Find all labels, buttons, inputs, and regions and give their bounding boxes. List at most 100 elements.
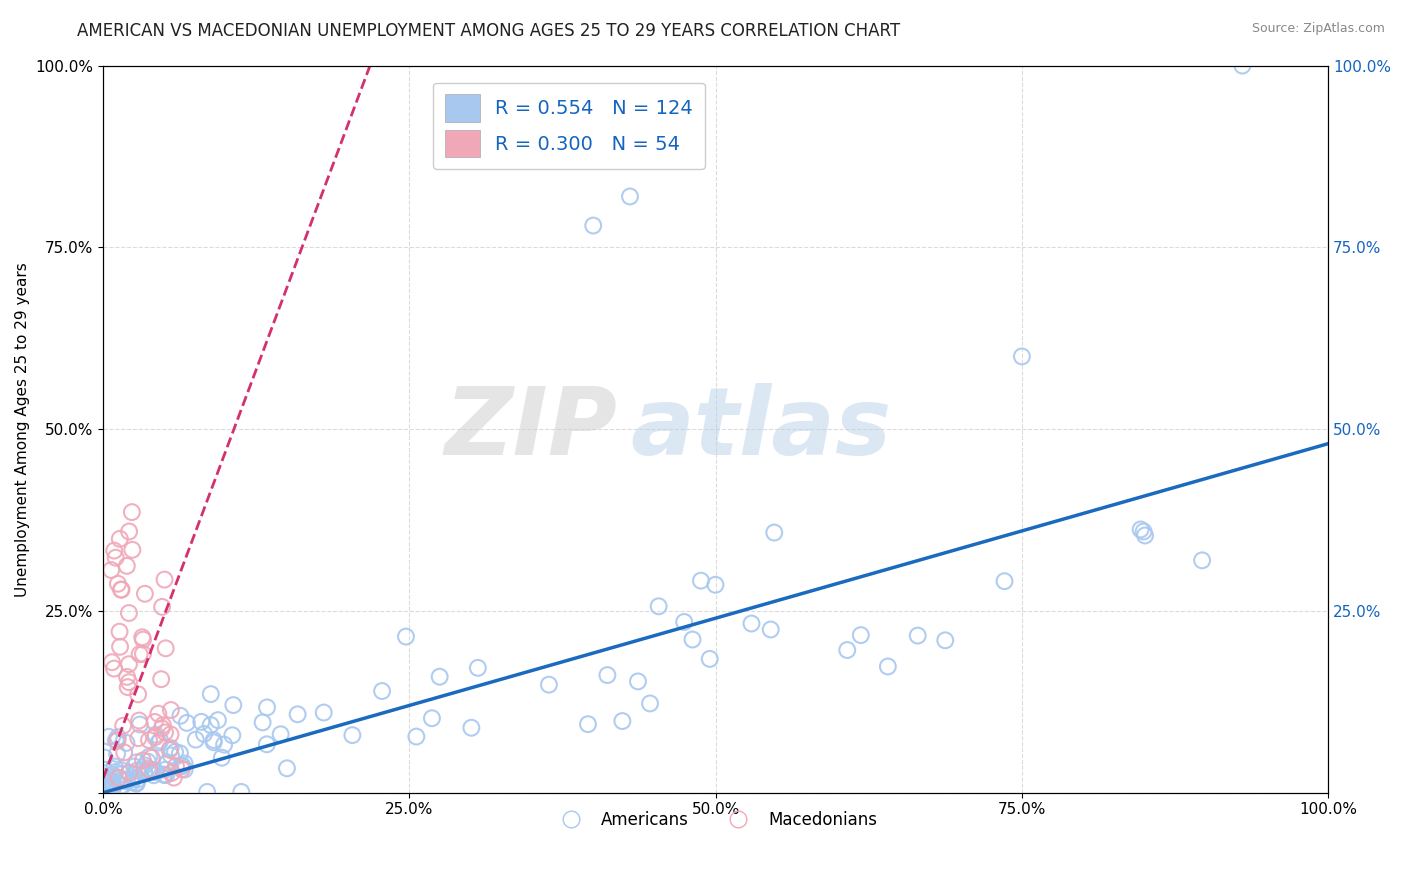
Point [582,219,605,233]
Point [173,763,195,777]
Point [127,772,149,787]
Point [763,525,786,540]
Point [907,629,929,643]
Point [118,606,141,620]
Point [231,785,253,799]
Point [149,733,172,747]
Point [134,587,156,601]
Point [207,713,229,727]
Point [127,764,149,778]
Point [112,745,135,759]
Point [104,733,127,747]
Point [105,747,128,761]
Point [103,759,125,773]
Point [127,731,149,745]
Point [110,582,132,597]
Point [110,582,132,597]
Point [627,674,650,689]
Point [420,711,443,725]
Point [690,574,713,588]
Point [153,768,176,782]
Point [141,751,163,765]
Point [127,687,149,701]
Point [638,697,661,711]
Point [682,632,704,647]
Point [252,715,274,730]
Text: Source: ZipAtlas.com: Source: ZipAtlas.com [1251,22,1385,36]
Text: ZIP: ZIP [444,384,617,475]
Point [103,780,125,794]
Point [103,543,125,558]
Point [460,721,482,735]
Point [115,736,138,750]
Point [1132,524,1154,539]
Point [101,655,124,669]
Point [108,640,131,654]
Point [118,675,141,690]
Point [134,758,156,772]
Point [993,574,1015,589]
Point [212,738,235,752]
Point [312,706,335,720]
Point [153,725,176,739]
Point [121,775,143,789]
Point [143,730,166,744]
Point [100,773,122,788]
Point [118,657,141,672]
Point [160,748,183,763]
Point [101,782,124,797]
Point [176,715,198,730]
Point [136,761,159,775]
Point [849,628,872,642]
Legend: Americans, Macedonians: Americans, Macedonians [547,804,884,835]
Point [211,750,233,764]
Point [287,707,309,722]
Point [103,662,125,676]
Point [190,714,212,729]
Point [115,772,138,787]
Point [221,728,243,742]
Point [94,772,117,786]
Point [101,771,124,785]
Point [104,550,127,565]
Point [141,763,163,777]
Point [125,756,148,770]
Point [759,623,782,637]
Point [128,717,150,731]
Point [107,730,129,744]
Point [612,714,634,728]
Point [673,615,696,629]
Point [138,749,160,764]
Point [256,700,278,714]
Point [153,767,176,781]
Point [195,785,218,799]
Point [647,599,669,614]
Point [160,703,183,717]
Point [159,743,181,757]
Point [170,762,193,776]
Point [114,774,136,789]
Point [837,643,859,657]
Point [100,563,122,577]
Point [699,652,721,666]
Point [136,755,159,769]
Point [1133,528,1156,542]
Point [202,733,225,747]
Point [342,728,364,742]
Point [134,766,156,780]
Point [122,772,145,786]
Point [128,714,150,728]
Point [159,741,181,756]
Point [1011,350,1033,364]
Point [467,661,489,675]
Text: atlas: atlas [630,384,891,475]
Point [169,708,191,723]
Point [112,719,135,733]
Point [93,750,115,764]
Point [118,524,141,539]
Point [93,774,115,789]
Point [200,718,222,732]
Point [704,578,727,592]
Point [172,759,194,773]
Point [93,763,115,777]
